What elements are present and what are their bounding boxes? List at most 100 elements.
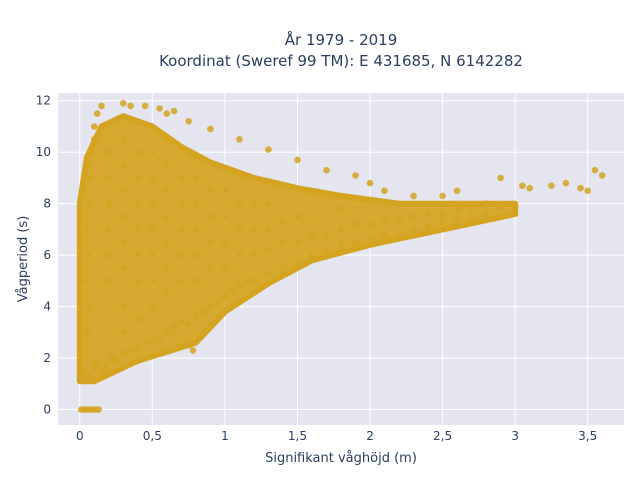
data-point [577, 184, 584, 192]
data-point [323, 246, 330, 254]
data-point [337, 241, 345, 249]
data-point [352, 172, 359, 179]
data-point [120, 100, 127, 107]
data-point [91, 123, 98, 130]
data-point [83, 277, 91, 285]
data-point [482, 200, 490, 207]
data-point [149, 148, 156, 156]
data-point [120, 136, 127, 143]
data-point [424, 210, 432, 218]
data-point [112, 357, 120, 365]
data-point [93, 359, 101, 367]
data-point [185, 321, 192, 328]
data-point [352, 221, 359, 228]
data-point [163, 329, 171, 336]
data-point [453, 215, 461, 223]
data-point [88, 148, 95, 156]
grid-lines [58, 93, 624, 425]
data-point [337, 205, 345, 213]
data-point [134, 277, 142, 285]
data-point [189, 347, 197, 354]
data-point [468, 202, 475, 210]
data-point [83, 226, 91, 233]
data-point [395, 228, 403, 236]
data-point [85, 161, 92, 169]
data-point [192, 251, 200, 259]
data-point [265, 269, 272, 277]
data-point [468, 213, 475, 220]
data-point [323, 231, 330, 238]
y-tick-label: 6 [43, 248, 51, 262]
data-point [236, 226, 243, 233]
data-point [134, 316, 142, 323]
data-point [134, 251, 142, 259]
data-point [163, 187, 171, 195]
data-point [86, 174, 94, 182]
data-point [236, 136, 243, 143]
data-point [279, 239, 287, 246]
data-point [178, 226, 185, 233]
data-point [250, 251, 258, 259]
x-tick-label: 2,5 [433, 429, 452, 443]
data-point [366, 179, 374, 187]
data-point [236, 200, 243, 207]
data-point [453, 187, 461, 195]
data-point [221, 264, 229, 272]
data-point [192, 313, 200, 321]
data-point [192, 226, 200, 233]
data-point [134, 148, 142, 156]
data-point [439, 218, 446, 225]
y-tick-label: 0 [43, 403, 51, 417]
data-point [98, 367, 105, 375]
y-axis-ticks: 0 2 4 6 8 10 12 [36, 94, 51, 417]
data-point [156, 334, 163, 341]
chart-title-line-1: År 1979 - 2019 [285, 30, 398, 49]
data-point [323, 166, 330, 174]
data-point [250, 200, 258, 207]
data-point [207, 264, 214, 272]
x-tick-label: 3,5 [578, 429, 597, 443]
data-point [163, 290, 171, 298]
data-point [250, 226, 258, 233]
data-point [163, 213, 171, 220]
data-point [511, 202, 519, 210]
data-point [294, 239, 301, 246]
data-point [279, 218, 287, 225]
data-point [192, 200, 200, 207]
data-point [120, 213, 127, 220]
data-point [149, 226, 156, 233]
data-point [120, 264, 127, 272]
data-point [410, 213, 417, 220]
x-axis-title: Signifikant våghöjd (m) [265, 451, 417, 466]
data-point [95, 406, 102, 413]
data-point [294, 156, 301, 164]
data-point [562, 179, 570, 187]
data-point [134, 226, 142, 233]
data-point [366, 236, 374, 243]
data-point [102, 362, 110, 370]
data-point [105, 251, 113, 259]
data-point [243, 277, 250, 285]
data-point [381, 218, 388, 225]
data-point [91, 365, 98, 372]
data-point [79, 367, 86, 375]
data-point [308, 213, 316, 220]
data-point [424, 223, 432, 231]
data-point [149, 303, 156, 310]
data-point [221, 293, 229, 300]
data-point [250, 277, 258, 285]
data-point [156, 105, 163, 112]
data-point [149, 200, 156, 207]
data-point [207, 213, 214, 220]
data-point [265, 226, 272, 233]
x-tick-label: 1 [221, 429, 229, 443]
scatter-points [77, 100, 606, 413]
x-tick-label: 3 [511, 429, 519, 443]
data-point [207, 239, 214, 246]
y-tick-label: 2 [43, 351, 51, 365]
data-point [163, 110, 171, 117]
data-point [308, 251, 316, 259]
data-point [221, 187, 229, 195]
y-tick-label: 4 [43, 300, 51, 314]
